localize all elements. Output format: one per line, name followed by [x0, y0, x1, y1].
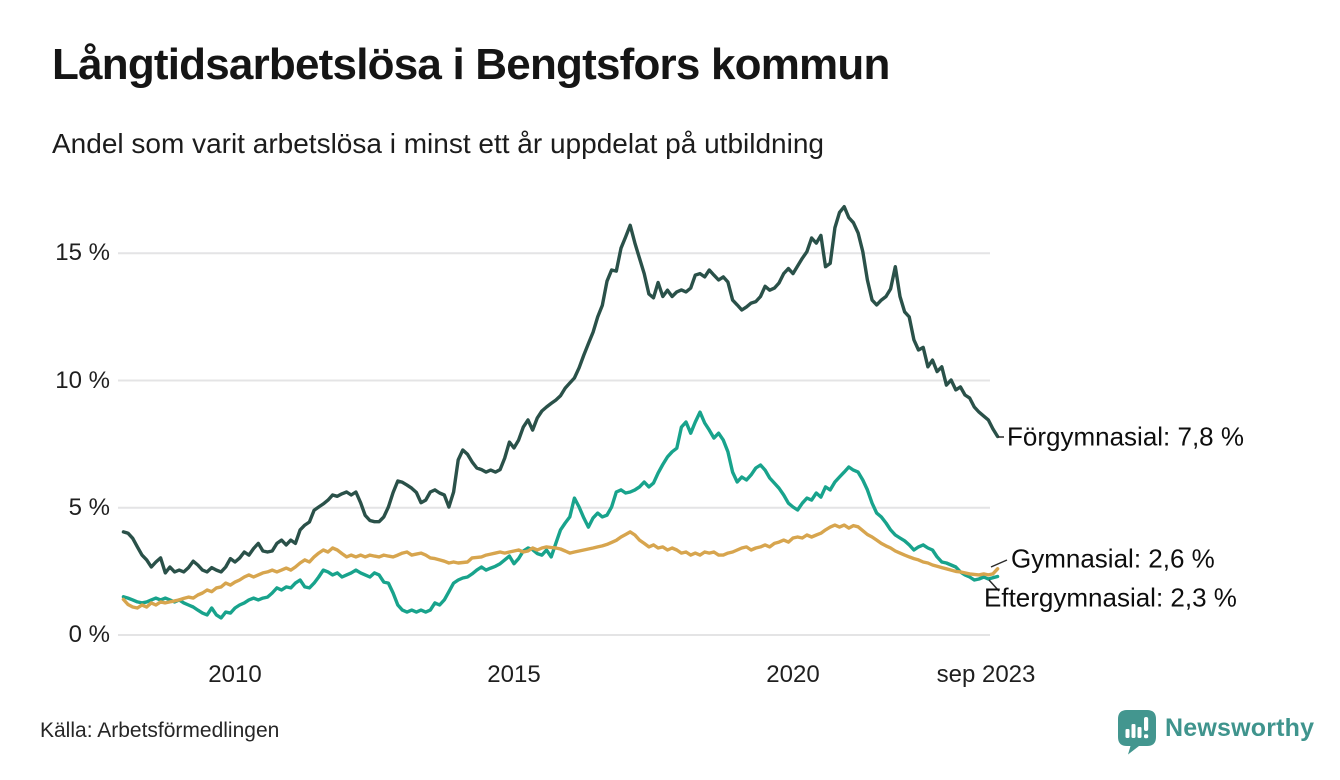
- x-tick-label: 2015: [487, 661, 541, 688]
- series-line-gymnasial: [121, 523, 1000, 610]
- x-tick-label: 2020: [766, 661, 820, 688]
- page-title: Långtidsarbetslösa i Bengtsfors kommun: [52, 40, 890, 89]
- label-leader-lines: [988, 436, 1008, 592]
- series-label-forgymnasial: Förgymnasial: 7,8 %: [1007, 421, 1244, 452]
- series-label-eftergymnasial: Eftergymnasial: 2,3 %: [984, 582, 1237, 613]
- gridlines: [118, 252, 990, 636]
- series-lines: [121, 204, 1000, 620]
- y-tick-label: 0 %: [68, 621, 110, 648]
- x-tick-label: 2010: [208, 661, 262, 688]
- newsworthy-logo: Newsworthy: [1117, 709, 1314, 755]
- series-line-eftergymnasial: [121, 410, 1000, 620]
- newsworthy-wordmark: Newsworthy: [1165, 714, 1315, 742]
- series-line-förgymnasial: [121, 204, 1000, 575]
- series-label-gymnasial: Gymnasial: 2,6 %: [1011, 543, 1215, 574]
- source-caption: Källa: Arbetsförmedlingen: [40, 719, 280, 742]
- x-tick-label: sep 2023: [936, 661, 1036, 688]
- chart-subtitle: Andel som varit arbetslösa i minst ett å…: [52, 128, 824, 159]
- newsworthy-logo-icon: [1118, 710, 1156, 755]
- y-tick-label: 5 %: [68, 493, 110, 521]
- y-tick-label: 15 %: [55, 239, 110, 267]
- y-tick-label: 10 %: [55, 366, 110, 394]
